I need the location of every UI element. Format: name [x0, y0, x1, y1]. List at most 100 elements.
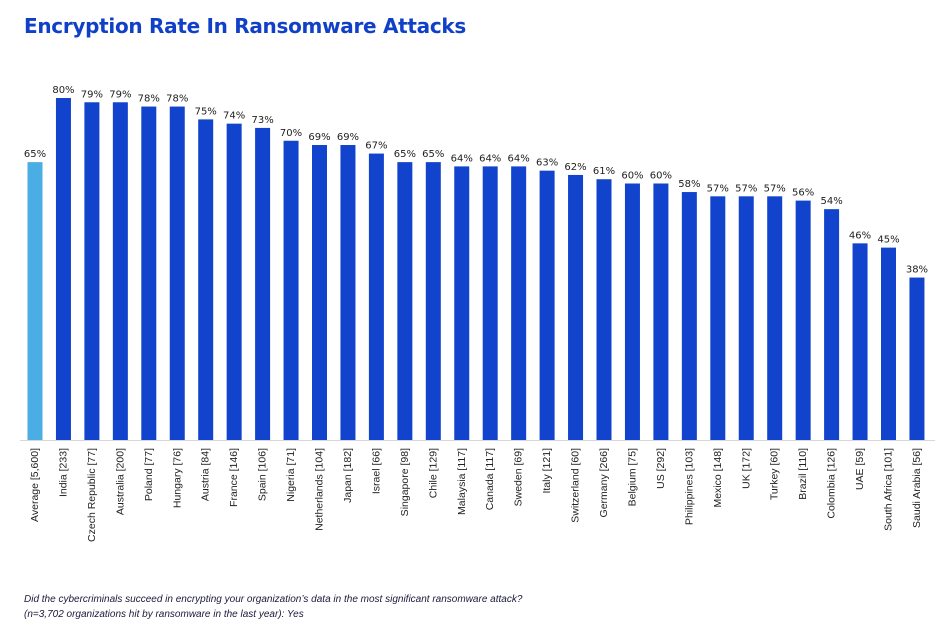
- bar-average: [27, 162, 43, 441]
- x-tick-label: Turkey [60]: [769, 448, 781, 500]
- x-tick-label: Czech Republic [77]: [86, 448, 98, 542]
- x-tick-label: Nigeria [71]: [285, 448, 297, 502]
- bar-value-label: 64%: [479, 153, 501, 164]
- bar-value-label: 57%: [735, 183, 757, 194]
- x-tick-label: Italy [121]: [541, 448, 553, 494]
- bar-netherlands: [312, 145, 327, 440]
- bar-value-label: 38%: [906, 265, 928, 276]
- x-tick-label: Brazil [110]: [797, 448, 809, 500]
- x-tick-label: Malaysia [117]: [456, 448, 468, 515]
- x-tick-label: UAE [59]: [854, 448, 866, 490]
- bar-belgium: [624, 183, 640, 440]
- x-tick-label: Australia [200]: [114, 448, 126, 515]
- bar-value-label: 60%: [621, 171, 643, 182]
- bar-value-label: 58%: [678, 179, 700, 190]
- bar-us: [653, 183, 669, 440]
- x-tick-label: India [233]: [57, 448, 69, 497]
- bar-value-label: 63%: [536, 158, 558, 169]
- x-tick-label: Spain [106]: [257, 448, 269, 501]
- bar-value-label: 78%: [138, 94, 160, 105]
- bar-south-africa: [881, 247, 896, 440]
- x-tick-label: Chile [129]: [427, 448, 439, 498]
- bar-austria: [198, 119, 214, 441]
- bar-value-label: 73%: [251, 115, 273, 126]
- x-tick-label: Netherlands [104]: [314, 448, 326, 531]
- bar-value-label: 75%: [195, 106, 217, 117]
- bar-colombia: [824, 209, 840, 440]
- x-tick-label: Colombia [126]: [826, 448, 838, 519]
- bar-uk: [738, 196, 754, 440]
- bar-philippines: [681, 192, 697, 440]
- bar-chile: [425, 162, 441, 441]
- x-tick-label: Canada [117]: [484, 448, 496, 510]
- bar-value-label: 70%: [280, 128, 302, 139]
- bar-japan: [340, 145, 356, 440]
- x-tick-label: South Africa [101]: [883, 448, 895, 531]
- bar-value-label: 79%: [109, 89, 131, 100]
- bar-turkey: [767, 196, 783, 440]
- x-tick-label: Israel [66]: [370, 448, 382, 494]
- bar-germany: [596, 179, 612, 440]
- bar-value-label: 69%: [337, 132, 359, 143]
- bars-group: [27, 98, 925, 441]
- bar-nigeria: [283, 140, 299, 440]
- x-tick-label: Saudi Arabia [56]: [911, 448, 923, 528]
- bar-malaysia: [454, 166, 470, 440]
- bar-saudi-arabia: [909, 277, 925, 440]
- footnote-sample: (n=3,702 organizations hit by ransomware…: [24, 609, 304, 620]
- bar-canada: [482, 166, 498, 440]
- x-tick-label: Mexico [148]: [712, 448, 724, 508]
- bar-value-label: 67%: [365, 141, 387, 152]
- bar-italy: [539, 170, 555, 441]
- bar-value-label: 64%: [508, 153, 530, 164]
- bar-value-label: 79%: [81, 89, 103, 100]
- bar-czech-republic: [84, 102, 100, 441]
- bar-value-label: 57%: [707, 183, 729, 194]
- bar-brazil: [795, 200, 811, 440]
- bar-singapore: [397, 162, 413, 441]
- bar-switzerland: [568, 174, 584, 440]
- bar-spain: [255, 127, 271, 441]
- bar-value-label: 56%: [792, 188, 814, 199]
- bar-israel: [368, 153, 384, 440]
- bar-australia: [112, 102, 128, 441]
- bar-value-label: 64%: [451, 153, 473, 164]
- x-tick-label: Philippines [103]: [683, 448, 695, 525]
- bar-value-label: 65%: [422, 149, 444, 160]
- bar-value-label: 69%: [308, 132, 330, 143]
- x-tick-label: Switzerland [60]: [570, 448, 582, 523]
- value-labels-group: 65% 80% 79% 79% 78% 78% 75% 74% 73% 70% 69% 69% 67% 6…: [24, 85, 928, 276]
- chart-title: Encryption Rate In Ransomware Attacks: [24, 14, 466, 38]
- x-tick-label: Japan [182]: [342, 448, 354, 503]
- bar-value-label: 80%: [52, 85, 74, 96]
- bar-value-label: 65%: [394, 149, 416, 160]
- bar-value-label: 57%: [764, 183, 786, 194]
- bar-poland: [141, 106, 157, 441]
- x-tick-label: France [146]: [228, 448, 240, 507]
- x-tick-label: Germany [266]: [598, 448, 610, 518]
- bar-value-label: 62%: [564, 162, 586, 173]
- bar-value-label: 54%: [820, 196, 842, 207]
- x-tick-label: Hungary [76]: [171, 448, 183, 508]
- bar-hungary: [169, 106, 185, 441]
- x-tick-label: Singapore [98]: [399, 448, 411, 516]
- x-tick-label: Austria [84]: [200, 448, 212, 501]
- bar-value-label: 61%: [593, 166, 615, 177]
- x-tick-label: Sweden [69]: [513, 448, 525, 506]
- footnote: Did the cybercriminals succeed in encryp…: [24, 592, 924, 622]
- x-tick-label: US [292]: [655, 448, 667, 489]
- bar-mexico: [710, 196, 726, 440]
- x-tick-label: UK [172]: [740, 448, 752, 489]
- x-tick-labels-group: Average [5,600] India [233] Czech Republic…: [29, 448, 923, 542]
- bar-value-label: 46%: [849, 230, 871, 241]
- x-tick-label: Belgium [75]: [626, 448, 638, 506]
- bar-france: [226, 123, 242, 441]
- bar-uae: [852, 243, 868, 440]
- bar-value-label: 45%: [877, 235, 899, 246]
- bar-sweden: [511, 166, 527, 440]
- x-tick-label: Poland [77]: [143, 448, 155, 501]
- bar-value-label: 65%: [24, 149, 46, 160]
- bar-india: [55, 98, 71, 440]
- x-tick-label: Average [5,600]: [29, 448, 41, 522]
